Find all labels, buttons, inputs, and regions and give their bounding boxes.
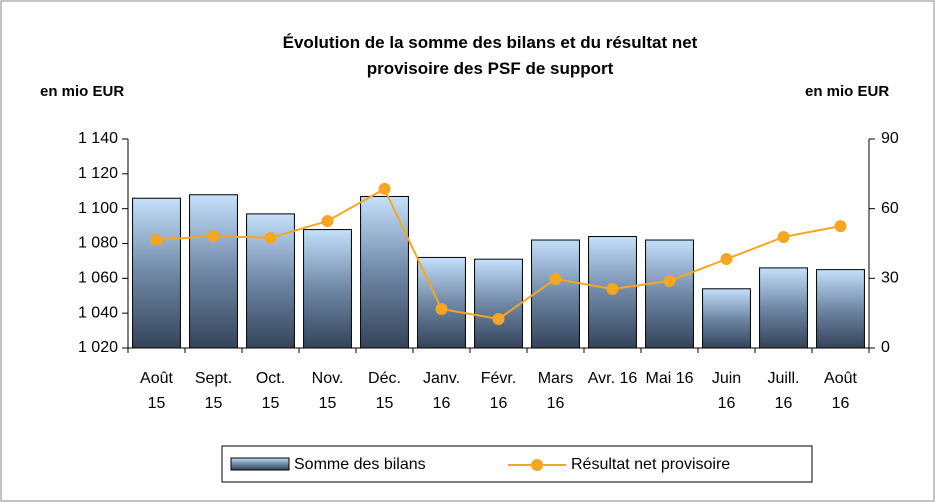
bar [816,269,865,349]
x-tick-label: Sept. 15 [194,370,233,412]
x-tick-label: Août 15 [140,370,173,412]
marker [378,182,391,195]
y2-tick-label: 0 [881,339,890,356]
chart-title: Évolution de la somme des bilans et du r… [282,33,698,78]
bar [189,194,238,349]
bar [702,288,751,349]
y-tick-label: 1 060 [78,270,118,287]
x-tick-label: Mars 16 [537,370,574,412]
marker [492,312,505,325]
legend-label: Résultat net provisoire [571,456,730,473]
y-tick-label: 1 120 [78,165,118,182]
bar [360,195,409,349]
marker [207,230,220,243]
marker [321,214,334,227]
y-tick-label: 1 080 [78,235,118,252]
x-tick-label: Oct. 15 [255,370,286,412]
marker [777,230,790,243]
x-tick-label: Févr. 16 [480,370,517,412]
marker [435,302,448,315]
bar [645,239,694,349]
legend-marker [531,459,543,471]
bar [303,229,352,349]
y2-tick-label: 90 [881,130,899,147]
x-tick-label: Nov. 15 [311,370,344,412]
bar [531,239,580,349]
y2-axis-label: en mio EUR [805,83,890,100]
marker [264,231,277,244]
y-tick-label: 1 140 [78,130,118,147]
bar [132,197,181,349]
bar [474,258,523,349]
legend-label: Somme des bilans [294,456,426,473]
y-tick-label: 1 020 [78,339,118,356]
marker [720,253,733,266]
y-tick-label: 1 100 [78,200,118,217]
y-tick-label: 1 040 [78,304,118,321]
marker [663,274,676,287]
bar [759,267,808,349]
x-tick-label: Avr. 16 [587,370,638,387]
marker [549,273,562,286]
y2-tick-label: 30 [881,270,899,287]
marker [834,220,847,233]
x-tick-label: Mai 16 [645,370,694,387]
x-tick-label: Juill. 16 [767,370,800,412]
marker [606,283,619,296]
x-tick-label: Août 16 [824,370,857,412]
x-tick-label: Juin 16 [711,370,742,412]
legend-swatch [230,457,290,471]
y-axis-label: en mio EUR [40,83,125,100]
y2-tick-label: 60 [881,200,899,217]
marker [150,234,163,247]
x-tick-label: Janv. 16 [422,370,461,412]
bar [417,256,466,349]
x-tick-label: Déc. 15 [368,370,401,412]
